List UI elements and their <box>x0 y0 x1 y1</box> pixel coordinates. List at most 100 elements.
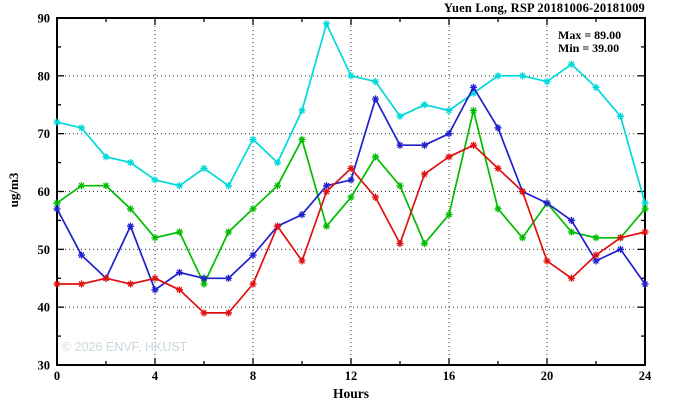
chart-title: Yuen Long, RSP 20181006-20181009 <box>443 1 645 15</box>
data-point-marker-green-series <box>347 193 355 201</box>
data-point-marker-blue-series <box>347 176 355 184</box>
data-point-marker-blue-series <box>77 251 86 259</box>
data-point-marker-red-series <box>396 239 404 248</box>
data-point-marker-cyan-series <box>592 83 600 91</box>
data-point-marker-red-series <box>200 309 208 317</box>
data-point-marker-red-series <box>249 280 257 288</box>
data-point-marker-blue-series <box>567 216 576 225</box>
data-point-marker-cyan-series <box>298 106 306 115</box>
x-axis-label: Hours <box>332 386 369 401</box>
data-point-marker-red-series <box>469 141 478 149</box>
y-tick-label: 50 <box>38 243 51 257</box>
y-tick-label: 70 <box>38 127 51 141</box>
y-tick-label: 40 <box>38 301 51 315</box>
data-point-marker-cyan-series <box>175 182 184 190</box>
data-point-marker-green-series <box>249 205 257 213</box>
data-point-marker-cyan-series <box>567 60 576 68</box>
data-point-marker-green-series <box>224 228 233 236</box>
data-point-marker-green-series <box>77 182 86 190</box>
data-point-marker-red-series <box>616 234 625 242</box>
data-point-marker-green-series <box>371 153 380 161</box>
data-point-marker-blue-series <box>420 141 429 149</box>
data-point-marker-blue-series <box>53 205 61 213</box>
data-point-marker-green-series <box>445 211 453 219</box>
data-point-marker-blue-series <box>469 83 478 91</box>
data-point-marker-green-series <box>273 182 282 190</box>
data-point-marker-cyan-series <box>322 20 331 28</box>
data-point-marker-green-series <box>469 106 478 115</box>
data-point-marker-green-series <box>322 222 331 230</box>
data-point-marker-blue-series <box>322 182 331 190</box>
data-point-marker-green-series <box>200 280 208 288</box>
x-tick-label: 0 <box>54 369 60 383</box>
data-point-marker-green-series <box>175 228 184 236</box>
data-point-marker-red-series <box>298 257 306 265</box>
data-point-marker-green-series <box>518 234 527 242</box>
data-point-marker-red-series <box>445 153 453 161</box>
data-point-marker-cyan-series <box>518 72 527 80</box>
data-point-marker-blue-series <box>494 124 502 132</box>
data-point-marker-red-series <box>567 274 576 282</box>
data-point-marker-red-series <box>77 280 86 288</box>
data-point-marker-red-series <box>371 193 380 201</box>
data-point-marker-green-series <box>151 234 159 242</box>
data-point-marker-blue-series <box>543 199 551 207</box>
data-point-marker-green-series <box>592 234 600 242</box>
data-point-marker-blue-series <box>371 95 380 103</box>
data-point-marker-blue-series <box>175 268 184 277</box>
data-point-marker-cyan-series <box>371 78 380 86</box>
data-point-marker-cyan-series <box>469 89 478 97</box>
data-point-marker-red-series <box>273 222 282 230</box>
data-point-marker-red-series <box>224 309 233 317</box>
data-point-marker-blue-series <box>249 251 257 259</box>
data-point-marker-cyan-series <box>53 118 61 126</box>
data-point-marker-cyan-series <box>543 78 551 86</box>
data-point-marker-cyan-series <box>102 153 110 161</box>
data-point-marker-green-series <box>126 205 135 213</box>
data-point-marker-cyan-series <box>494 72 502 80</box>
watermark-text: © 2026 ENVF, HKUST <box>62 340 188 354</box>
y-tick-label: 90 <box>38 12 51 26</box>
legend-min-value: Min = 39.00 <box>558 41 620 55</box>
x-tick-label: 24 <box>639 369 652 383</box>
data-point-marker-green-series <box>494 205 502 213</box>
data-point-marker-green-series <box>641 205 649 213</box>
data-point-marker-red-series <box>151 274 159 282</box>
data-point-marker-blue-series <box>224 274 233 282</box>
data-point-marker-blue-series <box>641 280 649 288</box>
data-point-marker-blue-series <box>298 211 306 219</box>
data-point-marker-green-series <box>567 228 576 236</box>
data-point-marker-red-series <box>53 280 61 288</box>
data-point-marker-green-series <box>396 182 404 190</box>
data-point-marker-red-series <box>322 187 331 196</box>
data-point-marker-blue-series <box>592 257 600 265</box>
y-axis-label: ug/m3 <box>6 172 21 208</box>
data-point-marker-cyan-series <box>445 106 453 115</box>
data-point-marker-cyan-series <box>224 182 233 190</box>
y-tick-label: 60 <box>38 185 51 199</box>
data-point-marker-cyan-series <box>273 158 282 167</box>
data-point-marker-blue-series <box>200 274 208 282</box>
data-point-marker-cyan-series <box>347 72 355 80</box>
data-point-marker-red-series <box>126 280 135 288</box>
y-tick-label: 80 <box>38 69 51 83</box>
data-point-marker-cyan-series <box>200 164 208 172</box>
data-point-marker-green-series <box>102 182 110 190</box>
data-point-marker-cyan-series <box>616 112 625 120</box>
data-point-marker-green-series <box>298 135 306 144</box>
x-tick-label: 8 <box>250 369 256 383</box>
x-tick-label: 12 <box>345 369 358 383</box>
data-point-marker-red-series <box>494 164 502 172</box>
chart-line-blue-series <box>56 86 646 291</box>
x-tick-label: 16 <box>443 369 456 383</box>
data-point-marker-green-series <box>420 239 429 248</box>
data-point-marker-blue-series <box>396 141 404 149</box>
x-tick-label: 20 <box>541 369 554 383</box>
data-point-marker-green-series <box>53 199 61 207</box>
plot-frame <box>56 17 646 366</box>
data-point-marker-red-series <box>592 251 600 259</box>
data-point-marker-cyan-series <box>77 124 86 132</box>
data-point-marker-red-series <box>102 274 110 282</box>
data-point-marker-red-series <box>420 170 429 178</box>
